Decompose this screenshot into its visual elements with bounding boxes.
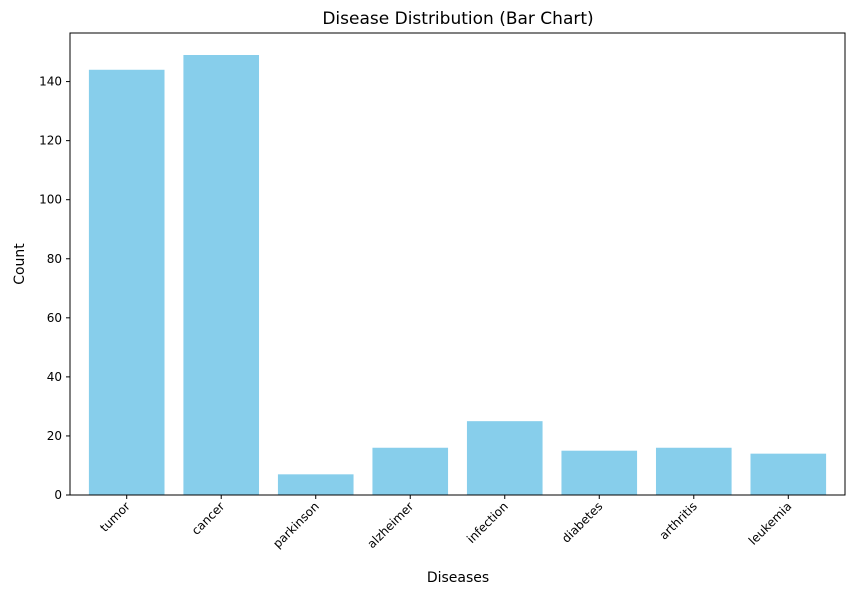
plot-frame bbox=[69, 32, 846, 496]
y-tick-label: 0 bbox=[54, 488, 62, 502]
y-tick-label: 60 bbox=[47, 311, 62, 325]
bar-diabetes bbox=[561, 450, 638, 495]
y-tick-label: 40 bbox=[47, 370, 62, 384]
bar-parkinson bbox=[277, 474, 354, 495]
bar-infection bbox=[466, 421, 543, 495]
bar-arthritis bbox=[655, 447, 732, 495]
bar-cancer bbox=[183, 55, 260, 495]
bars-layer bbox=[88, 55, 827, 496]
y-axis: 0 20 40 60 80 100 120 140 bbox=[39, 75, 70, 502]
y-tick-label: 80 bbox=[47, 252, 62, 266]
y-tick-label: 140 bbox=[39, 75, 62, 89]
bar-tumor bbox=[88, 69, 165, 496]
bar-leukemia bbox=[750, 453, 827, 495]
y-axis-label: Count bbox=[12, 243, 28, 285]
y-tick-label: 20 bbox=[47, 429, 62, 443]
y-tick-label: 100 bbox=[39, 193, 62, 207]
x-axis-label: Diseases bbox=[427, 570, 489, 586]
bar-alzheimer bbox=[372, 447, 449, 495]
chart-title: Disease Distribution (Bar Chart) bbox=[322, 9, 593, 29]
y-tick-label: 120 bbox=[39, 134, 62, 148]
